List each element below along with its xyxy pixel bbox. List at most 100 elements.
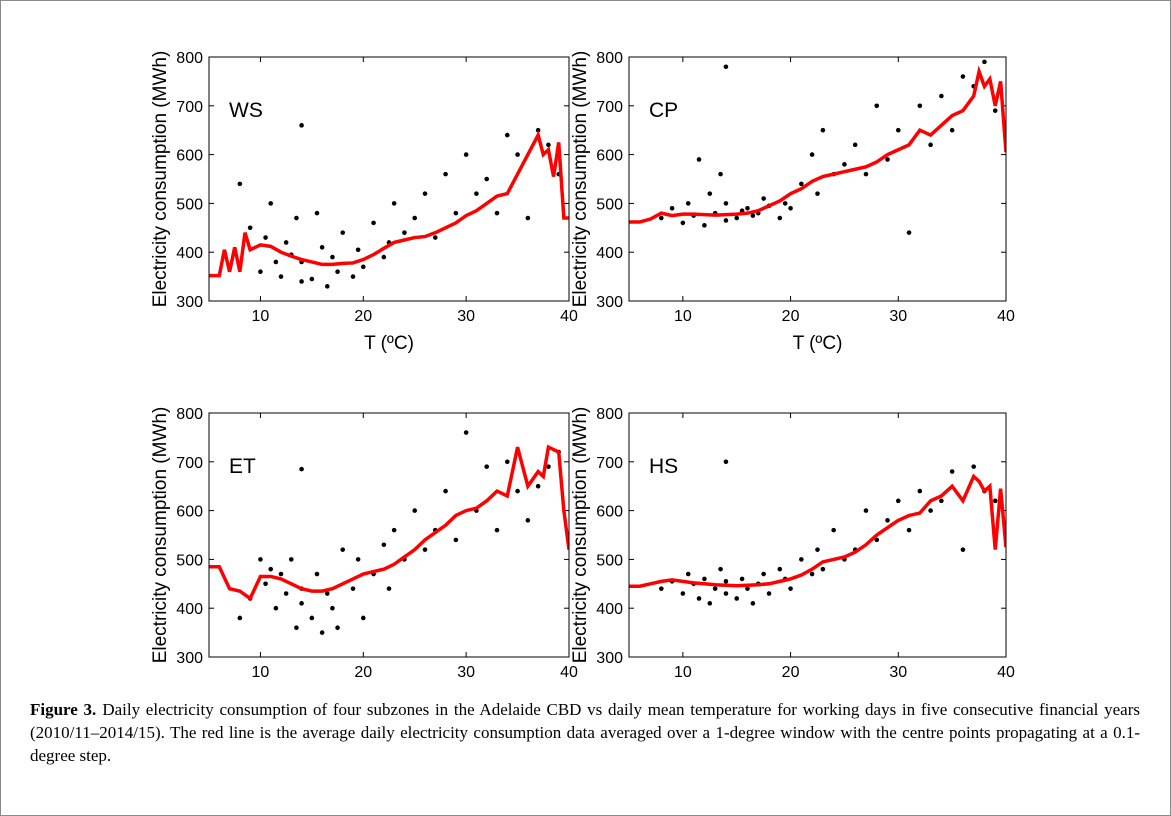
axes-box <box>628 56 1007 302</box>
point <box>917 103 923 109</box>
point <box>750 213 756 218</box>
point <box>299 466 304 472</box>
x-tick-label: 40 <box>997 664 1015 681</box>
x-tick-label: 30 <box>457 664 475 681</box>
point <box>330 254 335 260</box>
y-tick-label: 500 <box>176 196 203 213</box>
point <box>906 527 912 533</box>
point <box>685 201 691 206</box>
point <box>659 215 664 221</box>
point <box>696 596 702 601</box>
point <box>299 123 304 128</box>
point <box>258 557 263 562</box>
y-tick-label: 300 <box>176 650 203 667</box>
point <box>960 547 966 552</box>
point <box>535 127 541 133</box>
plot-area <box>209 430 569 635</box>
point <box>761 571 766 577</box>
y-tick-label: 500 <box>176 552 203 569</box>
y-tick-label: 800 <box>596 406 623 423</box>
x-tick-label: 20 <box>354 664 372 681</box>
y-tick-label: 300 <box>176 294 203 311</box>
point <box>788 205 793 211</box>
x-tick-label: 30 <box>889 308 907 325</box>
x-tick-label: 10 <box>674 308 692 325</box>
point <box>885 518 890 523</box>
point <box>335 625 340 631</box>
point <box>474 191 479 196</box>
panel-label: WS <box>229 99 263 122</box>
point <box>314 210 320 216</box>
x-tick-label: 40 <box>560 308 578 325</box>
point <box>718 171 723 177</box>
caption-label: Figure 3. <box>30 700 97 719</box>
point <box>766 591 772 596</box>
point <box>535 483 541 489</box>
point <box>788 586 793 591</box>
point <box>939 498 944 504</box>
y-tick-label: 400 <box>176 245 203 262</box>
point <box>432 235 438 240</box>
mean-line <box>209 444 569 602</box>
x-axis-label: T (ºC) <box>364 689 414 691</box>
point <box>381 254 387 260</box>
x-tick-label: 40 <box>560 664 578 681</box>
y-tick-label: 600 <box>176 148 203 165</box>
point <box>863 171 869 177</box>
y-tick-label: 700 <box>176 455 203 472</box>
point <box>782 201 788 206</box>
point <box>949 127 955 133</box>
point <box>723 218 729 223</box>
point <box>283 240 289 245</box>
y-tick-label: 500 <box>596 552 623 569</box>
point <box>939 93 944 99</box>
point <box>402 230 407 235</box>
point <box>278 274 284 279</box>
point <box>371 220 376 226</box>
point <box>680 220 686 226</box>
mean-line <box>209 130 569 278</box>
point <box>799 181 804 187</box>
point <box>494 210 500 216</box>
point <box>734 215 740 221</box>
x-tick-label: 10 <box>252 308 270 325</box>
point <box>504 459 510 465</box>
point <box>330 605 335 611</box>
point <box>273 259 279 265</box>
panel-label: HS <box>649 455 678 478</box>
plot-area <box>629 459 1006 606</box>
point <box>707 601 713 606</box>
point <box>745 586 750 591</box>
y-tick-label: 300 <box>596 294 623 311</box>
point <box>799 557 804 562</box>
charts: 300 400 500 600 700 800 10 20 30 40 WS T (ºC) Electr… <box>150 50 1015 691</box>
x-tick-label: 20 <box>782 664 800 681</box>
y-tick-label: 600 <box>596 504 623 521</box>
point <box>546 142 551 148</box>
point <box>273 605 279 611</box>
point <box>299 601 304 606</box>
point <box>949 469 955 474</box>
point <box>723 579 729 584</box>
point <box>453 537 459 543</box>
point <box>515 152 520 157</box>
x-tick-label: 20 <box>782 308 800 325</box>
point <box>324 284 330 289</box>
y-tick-label: 700 <box>596 455 623 472</box>
point <box>739 576 745 582</box>
point <box>484 176 490 182</box>
point <box>443 488 448 494</box>
point <box>992 108 998 113</box>
point <box>350 586 356 591</box>
y-tick-label: 800 <box>176 406 203 423</box>
point <box>443 171 448 177</box>
point <box>815 547 820 552</box>
point <box>815 191 820 196</box>
point <box>299 279 304 284</box>
point <box>820 566 826 572</box>
x-axis-label: T (ºC) <box>793 333 843 354</box>
point <box>680 591 686 596</box>
point <box>391 527 397 533</box>
point <box>928 508 933 513</box>
mean-line <box>629 473 1006 588</box>
